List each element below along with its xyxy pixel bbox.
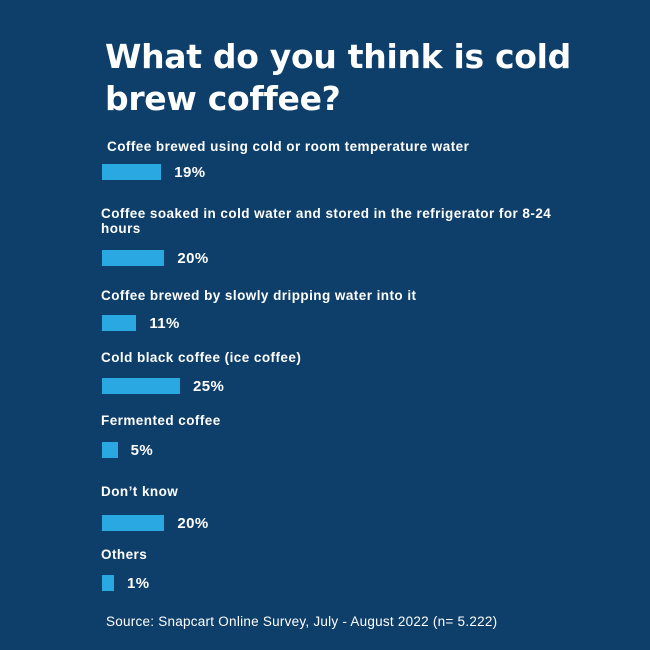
bar xyxy=(102,575,114,591)
category-label: Coffee brewed using cold or room tempera… xyxy=(107,139,470,154)
bar xyxy=(102,515,165,531)
category-label: Others xyxy=(101,547,148,562)
value-label: 11% xyxy=(149,314,180,332)
category-label: Fermented coffee xyxy=(101,413,221,428)
value-label: 1% xyxy=(127,574,150,592)
value-label: 25% xyxy=(193,377,225,395)
source-note: Source: Snapcart Online Survey, July - A… xyxy=(106,614,498,629)
bar xyxy=(102,442,118,458)
value-label: 19% xyxy=(174,163,206,181)
category-label: Coffee soaked in cold water and stored i… xyxy=(101,206,552,236)
value-label: 5% xyxy=(130,441,154,459)
category-label: Cold black coffee (ice coffee) xyxy=(101,350,302,365)
category-label: Don’t know xyxy=(101,484,179,499)
bar xyxy=(102,250,165,266)
value-label: 20% xyxy=(177,249,209,267)
bar xyxy=(102,378,180,394)
bar xyxy=(102,164,162,180)
chart-title: What do you think is cold brew coffee? xyxy=(105,37,571,118)
value-label: 20% xyxy=(177,514,209,532)
category-label: Coffee brewed by slowly dripping water i… xyxy=(101,288,417,303)
bar xyxy=(102,315,137,331)
